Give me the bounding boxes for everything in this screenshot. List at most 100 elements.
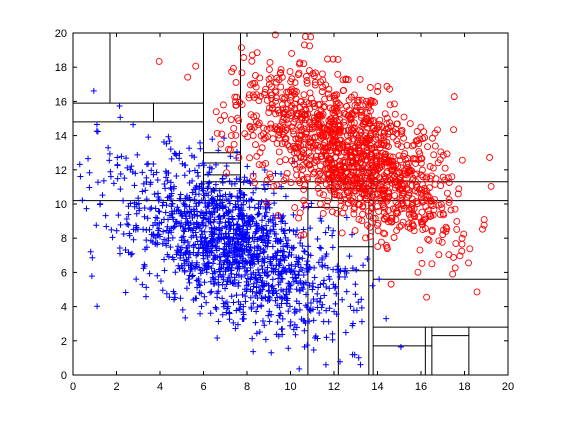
red-circle-point <box>312 69 319 77</box>
blue-plus-point <box>117 186 124 193</box>
blue-plus-point <box>280 243 287 250</box>
red-circle-point <box>364 117 372 125</box>
blue-plus-point <box>194 251 201 258</box>
blue-plus-point <box>265 201 272 208</box>
blue-plus-point <box>247 294 254 301</box>
blue-plus-point <box>135 200 142 207</box>
blue-plus-point <box>190 206 197 213</box>
red-circle-point <box>320 148 327 156</box>
red-circle-point <box>283 124 291 132</box>
blue-plus-point <box>193 259 200 266</box>
blue-plus-point <box>181 203 188 210</box>
blue-plus-point <box>234 148 241 155</box>
blue-plus-point <box>322 229 329 236</box>
blue-plus-point <box>272 250 279 257</box>
red-circle-point <box>419 226 427 234</box>
blue-plus-point <box>225 209 232 216</box>
red-circle-point <box>479 225 486 233</box>
blue-plus-point <box>233 258 240 265</box>
blue-plus-point <box>272 297 279 304</box>
red-circle-point <box>424 143 432 151</box>
blue-plus-point <box>276 304 283 311</box>
red-circle-point <box>324 90 332 98</box>
red-circle-point <box>302 98 310 106</box>
blue-plus-point <box>236 253 243 260</box>
blue-plus-point <box>208 196 215 203</box>
red-circle-point <box>429 164 437 172</box>
red-circle-point <box>284 99 292 107</box>
blue-plus-point <box>212 276 219 283</box>
red-circle-point <box>272 78 280 86</box>
red-circle-point <box>286 68 294 76</box>
blue-plus-point <box>274 319 281 326</box>
blue-plus-point <box>213 306 220 313</box>
red-circle-point <box>325 85 333 93</box>
red-circle-point <box>324 55 331 63</box>
blue-plus-point <box>244 177 251 184</box>
red-circle-point <box>451 264 459 272</box>
blue-plus-point <box>107 173 114 180</box>
blue-plus-point <box>285 253 292 260</box>
blue-plus-point <box>241 174 248 181</box>
blue-plus-point <box>233 226 240 233</box>
red-circle-point <box>394 140 402 148</box>
blue-plus-point <box>223 243 230 250</box>
blue-plus-point <box>161 181 168 188</box>
red-circle-point <box>410 141 418 149</box>
blue-plus-point <box>188 234 195 241</box>
blue-plus-point <box>263 209 270 216</box>
red-circle-point <box>262 160 270 167</box>
red-circle-point <box>344 199 352 207</box>
red-circle-point <box>266 170 274 178</box>
red-circle-point <box>391 110 399 118</box>
red-circle-point <box>278 140 286 148</box>
blue-plus-point <box>167 179 174 186</box>
red-circle-point <box>337 197 345 205</box>
red-circle-point <box>332 100 340 108</box>
red-circle-point <box>352 160 360 168</box>
red-circle-point <box>346 171 354 179</box>
blue-plus-point <box>171 207 178 214</box>
blue-plus-point <box>294 227 301 234</box>
red-circle-point <box>398 189 406 197</box>
blue-plus-point <box>287 322 294 329</box>
blue-plus-point <box>222 285 229 292</box>
blue-plus-point <box>224 305 231 312</box>
blue-plus-point <box>166 294 173 301</box>
red-circle-point <box>359 202 367 210</box>
blue-plus-point <box>155 208 162 215</box>
red-circle-point <box>287 109 295 117</box>
blue-plus-point <box>172 294 179 301</box>
blue-plus-point <box>253 222 260 229</box>
blue-plus-point <box>343 288 350 295</box>
red-circle-point <box>269 105 277 113</box>
red-circle-point <box>248 51 256 59</box>
red-circle-point <box>371 191 379 199</box>
blue-plus-point <box>325 273 332 280</box>
blue-plus-point <box>219 193 226 200</box>
blue-plus-point <box>215 318 222 325</box>
blue-plus-point <box>252 293 259 300</box>
blue-plus-point <box>205 184 212 191</box>
red-circle-point <box>302 33 309 41</box>
blue-plus-point <box>123 155 130 162</box>
blue-plus-point <box>358 318 365 325</box>
blue-plus-point <box>240 222 247 229</box>
red-circle-point <box>384 124 392 132</box>
blue-plus-point <box>251 204 258 211</box>
blue-plus-point <box>108 226 115 233</box>
red-circle-point <box>317 107 325 114</box>
red-circle-point <box>233 93 241 101</box>
blue-plus-point <box>230 247 237 254</box>
blue-plus-point <box>149 222 156 229</box>
blue-plus-point <box>176 155 183 162</box>
red-circle-point <box>323 165 331 173</box>
blue-plus-point <box>226 226 233 233</box>
red-circle-point <box>280 110 288 118</box>
red-circle-point <box>318 155 326 163</box>
blue-plus-point <box>176 195 183 202</box>
blue-plus-point <box>369 282 376 289</box>
red-circle-point <box>453 225 461 233</box>
blue-plus-point <box>148 231 155 238</box>
blue-plus-point <box>212 161 219 168</box>
